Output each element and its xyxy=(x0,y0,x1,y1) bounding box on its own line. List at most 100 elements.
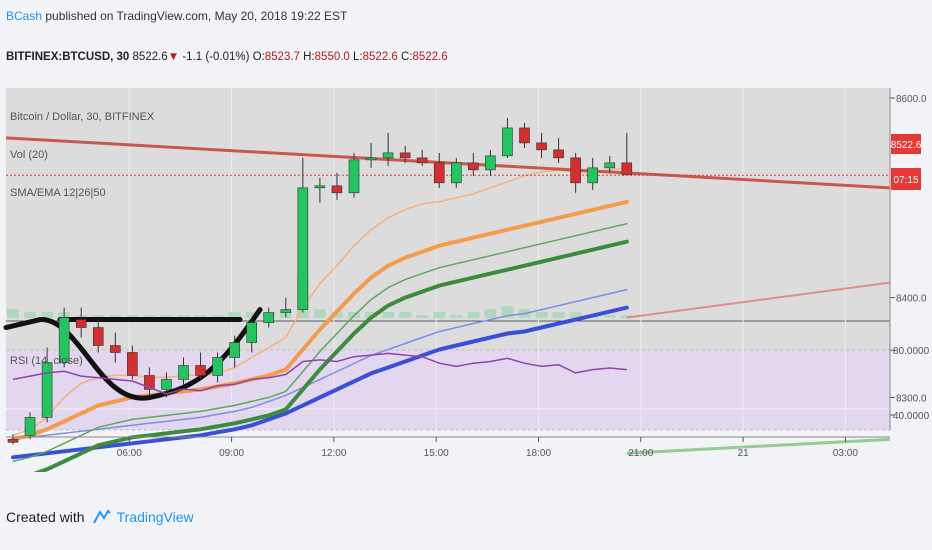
time-tick-label-5: 21:00 xyxy=(628,448,653,459)
volume-bar-26 xyxy=(450,315,463,318)
time-tick-label-1: 09:00 xyxy=(219,448,244,459)
ema26-green-line xyxy=(33,239,629,472)
volume-bar-35 xyxy=(603,315,616,318)
volume-bar-11 xyxy=(194,315,207,318)
candle-body-17 xyxy=(297,187,309,310)
volume-bar-23 xyxy=(399,312,412,318)
support-trendline xyxy=(626,437,891,455)
open-label: O: xyxy=(252,51,265,63)
price-badge-text: 8522.6 xyxy=(891,140,922,151)
tradingview-logo-icon xyxy=(92,509,111,524)
volume-bar-22 xyxy=(382,312,395,318)
candle-body-12 xyxy=(212,357,223,376)
volume-bar-18 xyxy=(313,309,326,318)
candle-body-27 xyxy=(468,162,479,171)
chart-canvas[interactable]: 8600.0 8400.0 8300.0 80.0000 40.0000 06:00 09… xyxy=(0,82,932,472)
symbol: BITFINEX:BTCUSD, 30 xyxy=(6,51,130,63)
low-value: 8522.6 xyxy=(362,51,398,63)
volume-bar-9 xyxy=(160,315,173,318)
candle-body-24 xyxy=(416,157,428,164)
volume-bar-36 xyxy=(620,315,633,318)
candles xyxy=(7,117,633,445)
candle-body-21 xyxy=(365,157,377,161)
volume-bar-14 xyxy=(245,312,258,318)
candle-body-26 xyxy=(450,162,462,184)
time-badge: 07:15 xyxy=(891,168,921,190)
candle-body-7 xyxy=(127,352,138,376)
footer: Created with TradingView xyxy=(6,509,194,525)
open-value: 8523.7 xyxy=(264,51,300,63)
candle-body-11 xyxy=(195,365,206,376)
rsi-tick-label-0: 80.0000 xyxy=(893,346,930,357)
volume-bar-33 xyxy=(569,312,582,318)
candle-body-0 xyxy=(7,439,19,443)
candle-body-20 xyxy=(348,159,360,194)
volume-bar-7 xyxy=(126,315,139,318)
resistance-trendline xyxy=(5,136,891,190)
time-tick-label-7: 03:00 xyxy=(833,448,858,459)
legend-title: Bitcoin / Dollar, 30, BITFINEX xyxy=(10,111,155,123)
candle-body-25 xyxy=(433,162,445,184)
candle-body-9 xyxy=(161,379,172,390)
volume-bar-31 xyxy=(535,312,548,318)
low-label: L: xyxy=(353,51,363,63)
volume-bar-27 xyxy=(467,312,480,318)
candle-body-36 xyxy=(621,162,633,176)
high-value: 8550.0 xyxy=(314,51,350,63)
legend-ma: SMA/EMA 12|26|50 xyxy=(10,187,106,199)
time-tick-label-2: 12:00 xyxy=(321,448,346,459)
candle-body-6 xyxy=(110,345,121,353)
created-with: Created with xyxy=(6,509,85,525)
close-label: C: xyxy=(401,51,413,63)
high-label: H: xyxy=(303,51,315,63)
candle-body-5 xyxy=(92,327,104,346)
rsi-tick-label-1: 40.0000 xyxy=(893,411,930,422)
candle-body-33 xyxy=(570,157,581,184)
rsi-line xyxy=(12,352,627,395)
price-badge: 8522.6 xyxy=(891,134,922,154)
close-value: 8522.6 xyxy=(412,51,448,63)
time-axis[interactable]: 06:0009:0012:0015:0018:0021:002103:0006:… xyxy=(6,436,932,459)
volume-bar-32 xyxy=(552,312,565,318)
candle-body-28 xyxy=(485,155,496,171)
volume-bar-10 xyxy=(177,315,190,318)
price-axis[interactable]: 8600.0 8400.0 8300.0 80.0000 40.0000 xyxy=(889,88,930,430)
publish-text: published on TradingView.com, May 20, 20… xyxy=(42,9,348,23)
volume-bar-19 xyxy=(330,312,343,318)
candle-body-32 xyxy=(553,149,564,159)
price-tick-label-1: 8400.0 xyxy=(896,294,927,305)
volume-bar-8 xyxy=(143,315,156,318)
change-value: -1.1 (-0.01%) xyxy=(182,51,250,63)
candle-body-31 xyxy=(536,142,547,151)
candle-body-30 xyxy=(519,127,530,144)
rsi-series xyxy=(12,352,627,395)
moving-averages xyxy=(3,136,891,472)
ema26-line xyxy=(11,199,629,442)
time-tick-label-4: 18:00 xyxy=(526,448,551,459)
publish-line: BCash published on TradingView.com, May … xyxy=(6,9,347,23)
candle-body-14 xyxy=(246,322,257,343)
last-price: 8522.6 xyxy=(132,51,168,63)
candle-body-22 xyxy=(382,152,394,159)
tradingview-link[interactable]: TradingView xyxy=(116,509,194,525)
candle-body-2 xyxy=(41,362,53,418)
volume-bar-2 xyxy=(41,312,54,318)
candle-body-18 xyxy=(314,185,326,189)
ema26-alt-line xyxy=(12,222,628,463)
legend-rsi: RSI (14, close) xyxy=(10,355,83,367)
volume-bar-24 xyxy=(416,315,429,318)
candle-body-8 xyxy=(144,375,155,390)
ema12-line xyxy=(12,167,628,437)
price-tick-label-0: 8600.0 xyxy=(896,94,927,105)
price-tick-label-2: 8300.0 xyxy=(896,393,927,404)
legend-vol: Vol (20) xyxy=(10,149,48,161)
volume-bar-13 xyxy=(228,312,241,318)
author-link[interactable]: BCash xyxy=(6,9,43,23)
time-tick-label-3: 15:00 xyxy=(424,448,449,459)
candle-body-23 xyxy=(399,152,411,159)
candle-body-15 xyxy=(263,312,275,323)
candle-body-19 xyxy=(331,185,343,194)
sma50-line xyxy=(11,305,629,460)
time-tick-label-0: 06:00 xyxy=(117,448,142,459)
volume-bar-12 xyxy=(211,315,224,318)
